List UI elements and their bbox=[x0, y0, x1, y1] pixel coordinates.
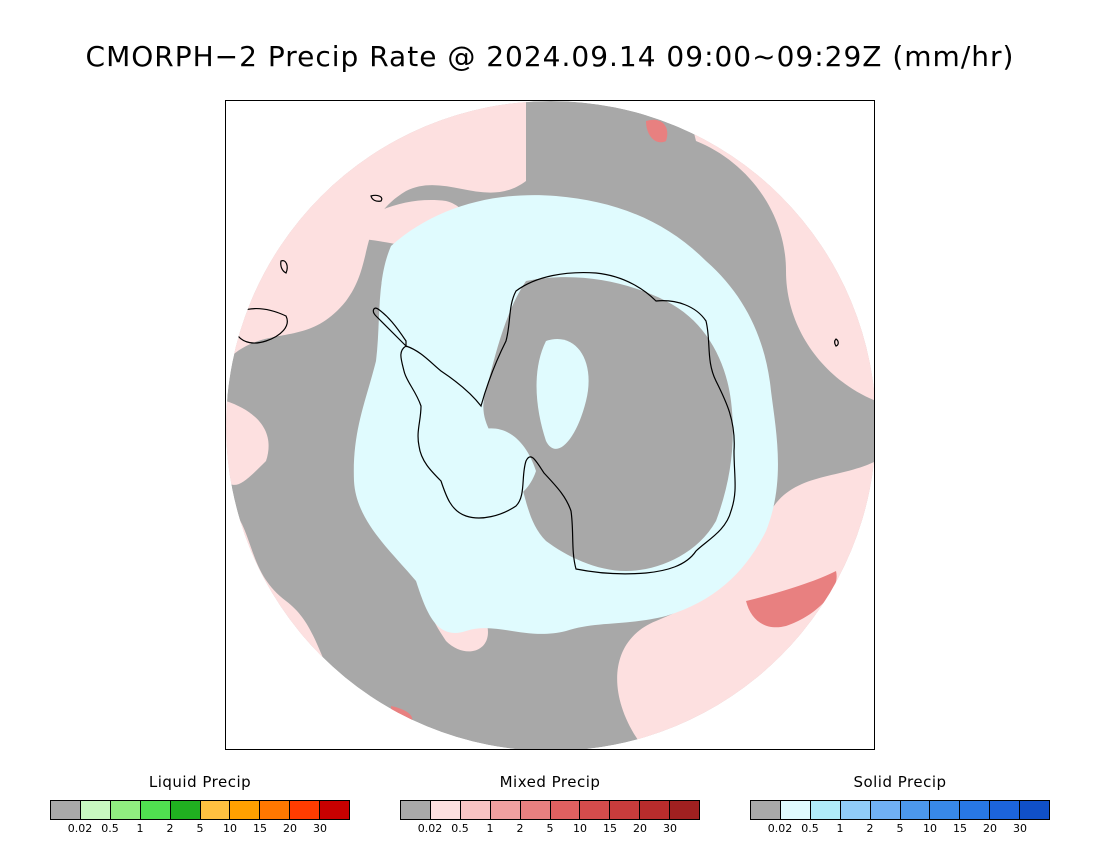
legend-tick-label: 30 bbox=[313, 822, 327, 835]
legend-tick-label: 20 bbox=[283, 822, 297, 835]
legend-swatch bbox=[290, 801, 321, 819]
legend-swatch bbox=[900, 801, 931, 819]
legend-tick-label: 10 bbox=[923, 822, 937, 835]
legend-swatch bbox=[320, 801, 350, 819]
mixed-precip-moderate bbox=[746, 571, 837, 628]
legend-swatch bbox=[401, 801, 431, 819]
legend-tick-label: 0.02 bbox=[417, 822, 443, 835]
legend-swatch bbox=[260, 801, 291, 819]
legend-tick-labels: 0.02 0.5 1 2 5 10 15 20 30 bbox=[50, 822, 350, 836]
coastline-fragment bbox=[280, 260, 288, 274]
legend-liquid-precip: Liquid Precip 0.02 0.5 1 2 5 10 15 20 30 bbox=[50, 772, 350, 836]
legend-mixed-precip: Mixed Precip 0.02 0.5 1 2 5 10 15 20 30 bbox=[400, 772, 700, 836]
map-frame bbox=[225, 100, 875, 750]
legend-swatch bbox=[80, 801, 111, 819]
map-title: CMORPH−2 Precip Rate @ 2024.09.14 09:00~… bbox=[85, 40, 1015, 73]
legend-title: Mixed Precip bbox=[499, 773, 601, 791]
legend-tick-label: 2 bbox=[166, 822, 174, 835]
legend-tick-label: 20 bbox=[633, 822, 647, 835]
legend-swatch bbox=[960, 801, 991, 819]
legend-tick-label: 1 bbox=[136, 822, 144, 835]
legend-swatch bbox=[550, 801, 581, 819]
legend-tick-label: 10 bbox=[573, 822, 587, 835]
legend-tick-labels: 0.02 0.5 1 2 5 10 15 20 30 bbox=[750, 822, 1050, 836]
legend-tick-label: 15 bbox=[603, 822, 617, 835]
legend-tick-label: 30 bbox=[1013, 822, 1027, 835]
legend-tick-label: 5 bbox=[896, 822, 904, 835]
legend-color-bar bbox=[400, 800, 700, 820]
legend-swatch bbox=[140, 801, 171, 819]
legend-solid-precip: Solid Precip 0.02 0.5 1 2 5 10 15 20 30 bbox=[750, 772, 1050, 836]
legend-swatch bbox=[990, 801, 1021, 819]
legend-swatch bbox=[870, 801, 901, 819]
legend-tick-label: 0.02 bbox=[67, 822, 93, 835]
legend-swatch bbox=[520, 801, 551, 819]
mixed-precip-region bbox=[226, 401, 269, 485]
legend-tick-label: 0.5 bbox=[451, 822, 469, 835]
legend-tick-label: 1 bbox=[486, 822, 494, 835]
polar-precip-map bbox=[226, 101, 874, 749]
solid-precip-streak bbox=[536, 339, 589, 449]
legend-swatch bbox=[810, 801, 841, 819]
mixed-precip-moderate bbox=[646, 119, 668, 143]
legend-swatch bbox=[110, 801, 141, 819]
legend-swatch bbox=[610, 801, 641, 819]
legend-title: Liquid Precip bbox=[148, 773, 252, 791]
legend-tick-label: 0.02 bbox=[767, 822, 793, 835]
legend-tick-labels: 0.02 0.5 1 2 5 10 15 20 30 bbox=[400, 822, 700, 836]
solid-precip-region bbox=[383, 298, 466, 365]
legend-color-bar bbox=[750, 800, 1050, 820]
legend-tick-label: 30 bbox=[663, 822, 677, 835]
legend-tick-label: 15 bbox=[253, 822, 267, 835]
legend-swatch bbox=[780, 801, 811, 819]
legend-tick-label: 10 bbox=[223, 822, 237, 835]
legend-tick-label: 1 bbox=[836, 822, 844, 835]
legend-swatch bbox=[580, 801, 611, 819]
legend-tick-label: 2 bbox=[866, 822, 874, 835]
legend-swatch bbox=[930, 801, 961, 819]
legend-swatch bbox=[1020, 801, 1050, 819]
legend-swatch bbox=[200, 801, 231, 819]
antarctica-coastline bbox=[400, 272, 736, 575]
coastline-fragment bbox=[833, 338, 839, 347]
legend-tick-label: 5 bbox=[196, 822, 204, 835]
legend-swatch bbox=[670, 801, 700, 819]
legend-swatch bbox=[840, 801, 871, 819]
antarctic-peninsula-coastline bbox=[372, 307, 407, 348]
legend-tick-label: 20 bbox=[983, 822, 997, 835]
legend-tick-label: 0.5 bbox=[101, 822, 119, 835]
legend-tick-label: 0.5 bbox=[801, 822, 819, 835]
legend-tick-label: 5 bbox=[546, 822, 554, 835]
legend-swatch bbox=[230, 801, 261, 819]
legend-swatch bbox=[430, 801, 461, 819]
legend-swatch bbox=[490, 801, 521, 819]
legend-swatch bbox=[751, 801, 781, 819]
legend-swatch bbox=[170, 801, 201, 819]
legend-tick-label: 15 bbox=[953, 822, 967, 835]
coastline-fragment bbox=[370, 194, 383, 202]
legend-swatch bbox=[640, 801, 671, 819]
solid-precip-streak bbox=[468, 428, 536, 502]
legend-title: Solid Precip bbox=[853, 773, 947, 791]
legend-swatch bbox=[460, 801, 491, 819]
legend-swatch bbox=[51, 801, 81, 819]
legend-tick-label: 2 bbox=[516, 822, 524, 835]
legend-color-bar bbox=[50, 800, 350, 820]
